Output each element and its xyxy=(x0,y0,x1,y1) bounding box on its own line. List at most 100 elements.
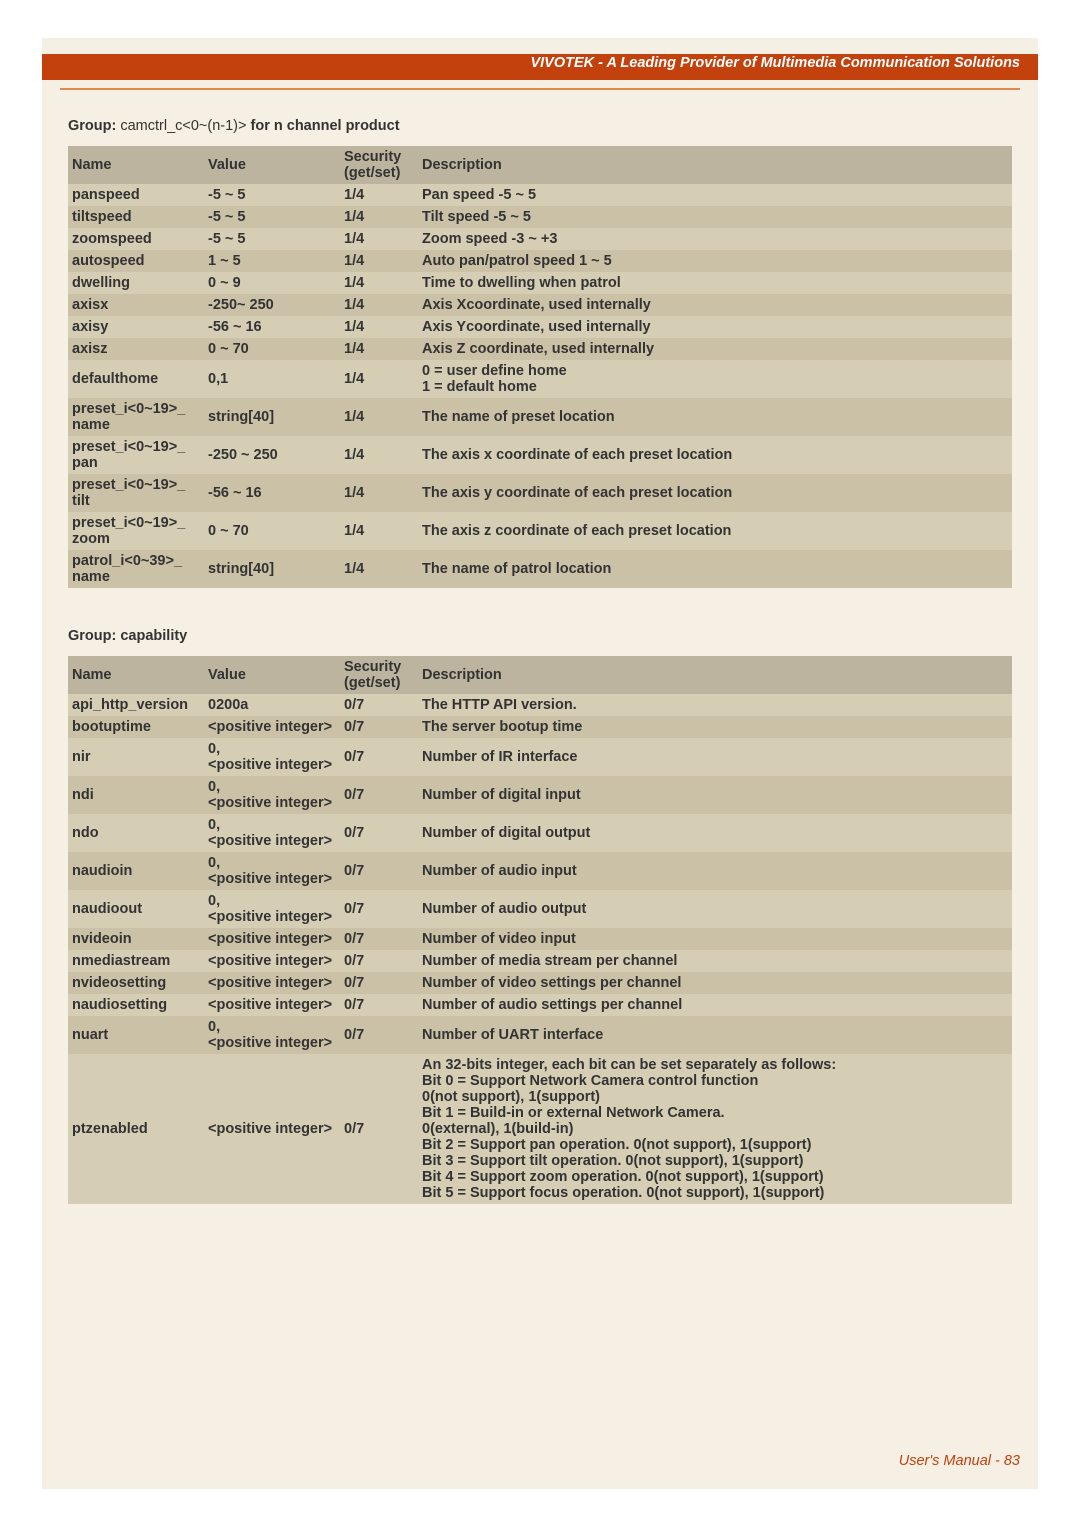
cell-description: Number of digital input xyxy=(418,776,1012,814)
col-security: Security (get/set) xyxy=(340,656,418,694)
cell-name: naudioout xyxy=(68,890,204,928)
cell-value: string[40] xyxy=(204,398,340,436)
cell-value: 0, <positive integer> xyxy=(204,738,340,776)
cell-description: The name of patrol location xyxy=(418,550,1012,588)
cell-description: 0 = user define home 1 = default home xyxy=(418,360,1012,398)
cell-security: 0/7 xyxy=(340,972,418,994)
cell-security: 0/7 xyxy=(340,950,418,972)
cell-value: -5 ~ 5 xyxy=(204,184,340,206)
cell-value: -250~ 250 xyxy=(204,294,340,316)
cell-name: dwelling xyxy=(68,272,204,294)
cell-value: 0 ~ 70 xyxy=(204,512,340,550)
cell-description: Auto pan/patrol speed 1 ~ 5 xyxy=(418,250,1012,272)
table-row: naudioout0, <positive integer>0/7Number … xyxy=(68,890,1012,928)
cell-value: -5 ~ 5 xyxy=(204,206,340,228)
group1-prefix: Group: xyxy=(68,118,120,134)
cell-description: Number of audio output xyxy=(418,890,1012,928)
content-area: Group: camctrl_c<0~(n-1)> for n channel … xyxy=(68,118,1012,1244)
header-rule xyxy=(60,88,1020,90)
group2-heading: Group: capability xyxy=(68,628,1012,644)
cell-name: bootuptime xyxy=(68,716,204,738)
table-row: ndi0, <positive integer>0/7Number of dig… xyxy=(68,776,1012,814)
cell-security: 1/4 xyxy=(340,316,418,338)
table-row: tiltspeed-5 ~ 51/4Tilt speed -5 ~ 5 xyxy=(68,206,1012,228)
cell-description: Number of IR interface xyxy=(418,738,1012,776)
cell-security: 1/4 xyxy=(340,294,418,316)
cell-name: nvideosetting xyxy=(68,972,204,994)
cell-security: 1/4 xyxy=(340,360,418,398)
cell-name: preset_i<0~19>_ zoom xyxy=(68,512,204,550)
table-row: axisz0 ~ 701/4Axis Z coordinate, used in… xyxy=(68,338,1012,360)
cell-description: Axis Xcoordinate, used internally xyxy=(418,294,1012,316)
cell-name: nir xyxy=(68,738,204,776)
col-security: Security (get/set) xyxy=(340,146,418,184)
cell-name: nmediastream xyxy=(68,950,204,972)
col-description: Description xyxy=(418,656,1012,694)
cell-value: 0, <positive integer> xyxy=(204,776,340,814)
col-name: Name xyxy=(68,146,204,184)
cell-value: -56 ~ 16 xyxy=(204,474,340,512)
cell-description: The HTTP API version. xyxy=(418,694,1012,716)
cell-security: 0/7 xyxy=(340,1016,418,1054)
cell-value: -5 ~ 5 xyxy=(204,228,340,250)
cell-value: -56 ~ 16 xyxy=(204,316,340,338)
cell-value: <positive integer> xyxy=(204,716,340,738)
table-row: nir0, <positive integer>0/7Number of IR … xyxy=(68,738,1012,776)
cell-value: 0,1 xyxy=(204,360,340,398)
table-row: axisy-56 ~ 161/4Axis Ycoordinate, used i… xyxy=(68,316,1012,338)
cell-security: 0/7 xyxy=(340,1054,418,1204)
col-value: Value xyxy=(204,656,340,694)
table-row: nvideoin<positive integer>0/7Number of v… xyxy=(68,928,1012,950)
cell-name: naudiosetting xyxy=(68,994,204,1016)
cell-value: <positive integer> xyxy=(204,928,340,950)
cell-name: ndo xyxy=(68,814,204,852)
col-name: Name xyxy=(68,656,204,694)
cell-name: axisz xyxy=(68,338,204,360)
cell-name: tiltspeed xyxy=(68,206,204,228)
cell-name: axisx xyxy=(68,294,204,316)
cell-description: Pan speed -5 ~ 5 xyxy=(418,184,1012,206)
cell-security: 0/7 xyxy=(340,776,418,814)
cell-security: 1/4 xyxy=(340,206,418,228)
cell-value: 1 ~ 5 xyxy=(204,250,340,272)
cell-name: preset_i<0~19>_ name xyxy=(68,398,204,436)
cell-security: 1/4 xyxy=(340,398,418,436)
cell-description: The axis x coordinate of each preset loc… xyxy=(418,436,1012,474)
col-value: Value xyxy=(204,146,340,184)
cell-name: nvideoin xyxy=(68,928,204,950)
table-row: ndo0, <positive integer>0/7Number of dig… xyxy=(68,814,1012,852)
cell-security: 1/4 xyxy=(340,474,418,512)
cell-name: defaulthome xyxy=(68,360,204,398)
cell-description: An 32-bits integer, each bit can be set … xyxy=(418,1054,1012,1204)
cell-security: 1/4 xyxy=(340,272,418,294)
cell-description: Number of audio input xyxy=(418,852,1012,890)
cell-description: Axis Ycoordinate, used internally xyxy=(418,316,1012,338)
group1-value: camctrl_c<0~(n-1)> xyxy=(120,118,250,134)
table-row: ptzenabled<positive integer>0/7An 32-bit… xyxy=(68,1054,1012,1204)
cell-value: 0 ~ 9 xyxy=(204,272,340,294)
cell-security: 0/7 xyxy=(340,994,418,1016)
table-row: bootuptime<positive integer>0/7The serve… xyxy=(68,716,1012,738)
table-row: zoomspeed-5 ~ 51/4Zoom speed -3 ~ +3 xyxy=(68,228,1012,250)
cell-name: ndi xyxy=(68,776,204,814)
table-row: api_http_version0200a0/7The HTTP API ver… xyxy=(68,694,1012,716)
table-row: naudiosetting<positive integer>0/7Number… xyxy=(68,994,1012,1016)
cell-security: 1/4 xyxy=(340,250,418,272)
cell-description: Tilt speed -5 ~ 5 xyxy=(418,206,1012,228)
cell-description: The server bootup time xyxy=(418,716,1012,738)
cell-name: preset_i<0~19>_ tilt xyxy=(68,474,204,512)
cell-value: string[40] xyxy=(204,550,340,588)
cell-security: 0/7 xyxy=(340,852,418,890)
table-row: panspeed-5 ~ 51/4Pan speed -5 ~ 5 xyxy=(68,184,1012,206)
page-footer: User's Manual - 83 xyxy=(899,1453,1020,1469)
cell-description: The name of preset location xyxy=(418,398,1012,436)
table-row: nuart0, <positive integer>0/7Number of U… xyxy=(68,1016,1012,1054)
cell-name: zoomspeed xyxy=(68,228,204,250)
cell-description: Axis Z coordinate, used internally xyxy=(418,338,1012,360)
cell-security: 1/4 xyxy=(340,436,418,474)
cell-value: 0, <positive integer> xyxy=(204,1016,340,1054)
cell-value: <positive integer> xyxy=(204,950,340,972)
cell-security: 0/7 xyxy=(340,890,418,928)
cell-name: axisy xyxy=(68,316,204,338)
cell-name: nuart xyxy=(68,1016,204,1054)
